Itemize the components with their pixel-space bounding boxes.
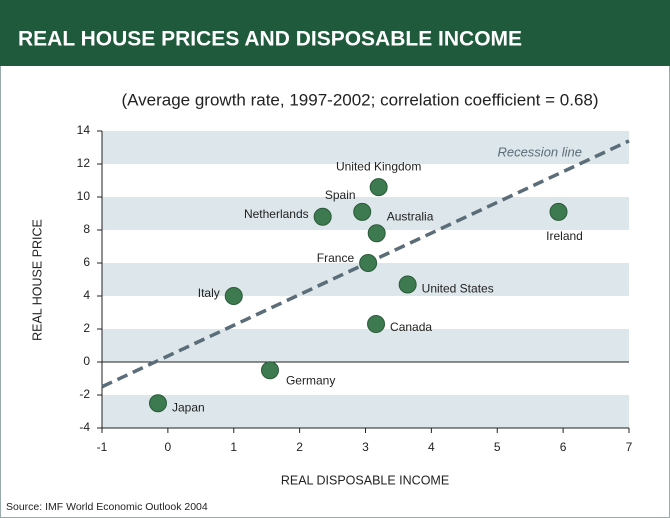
y-tick-label: 0 (83, 354, 90, 368)
x-tick-label: 4 (428, 440, 435, 454)
point-label: United Kingdom (336, 159, 421, 173)
x-tick-label: 7 (626, 440, 633, 454)
point (369, 178, 388, 197)
y-tick-label: 4 (83, 288, 90, 302)
point (367, 224, 386, 243)
y-tick-label: 14 (77, 123, 91, 137)
point (313, 207, 332, 226)
point (353, 202, 372, 221)
y-axis-label: REAL HOUSE PRICE (30, 219, 44, 341)
x-tick-label: 5 (494, 440, 501, 454)
chart-subtitle: (Average growth rate, 1997-2002; correla… (121, 90, 598, 109)
x-tick-label: -1 (97, 440, 108, 454)
point (367, 315, 386, 334)
point (549, 202, 568, 221)
y-tick-label: 8 (83, 222, 90, 236)
y-tick-label: 10 (77, 189, 91, 203)
point-label: Netherlands (244, 207, 309, 221)
point (359, 254, 378, 272)
point-label: Italy (198, 286, 220, 300)
x-tick-label: 0 (165, 440, 172, 454)
y-tick-label: 6 (83, 255, 90, 269)
grid-band (102, 131, 629, 164)
header-bar (0, 0, 670, 66)
x-tick-label: 1 (230, 440, 237, 454)
point-label: Australia (387, 209, 434, 223)
x-tick-label: 3 (362, 440, 369, 454)
x-tick-label: 6 (560, 440, 567, 454)
y-tick-label: -4 (79, 420, 90, 434)
point-label: France (317, 251, 355, 265)
point (224, 287, 243, 305)
y-tick-label: 2 (83, 321, 90, 335)
chart-title: REAL HOUSE PRICES AND DISPOSABLE INCOME (18, 28, 522, 51)
point-label: Canada (390, 320, 432, 334)
source-note: Source: IMF World Economic Outlook 2004 (6, 501, 208, 513)
point-label: United States (422, 282, 494, 296)
point-label: Spain (325, 188, 356, 202)
grid-band (102, 329, 629, 362)
x-axis-label: REAL DISPOSABLE INCOME (281, 473, 449, 487)
point (398, 275, 417, 294)
point-label: Japan (172, 400, 205, 414)
recession-line-label: Recession line (497, 144, 582, 159)
grid-band (102, 395, 629, 428)
point (260, 361, 279, 380)
x-tick-label: 2 (296, 440, 303, 454)
point (148, 394, 167, 413)
y-tick-label: 12 (77, 156, 91, 170)
y-tick-label: -2 (79, 387, 90, 401)
point-label: Germany (286, 373, 335, 387)
point-label: Ireland (546, 229, 583, 243)
